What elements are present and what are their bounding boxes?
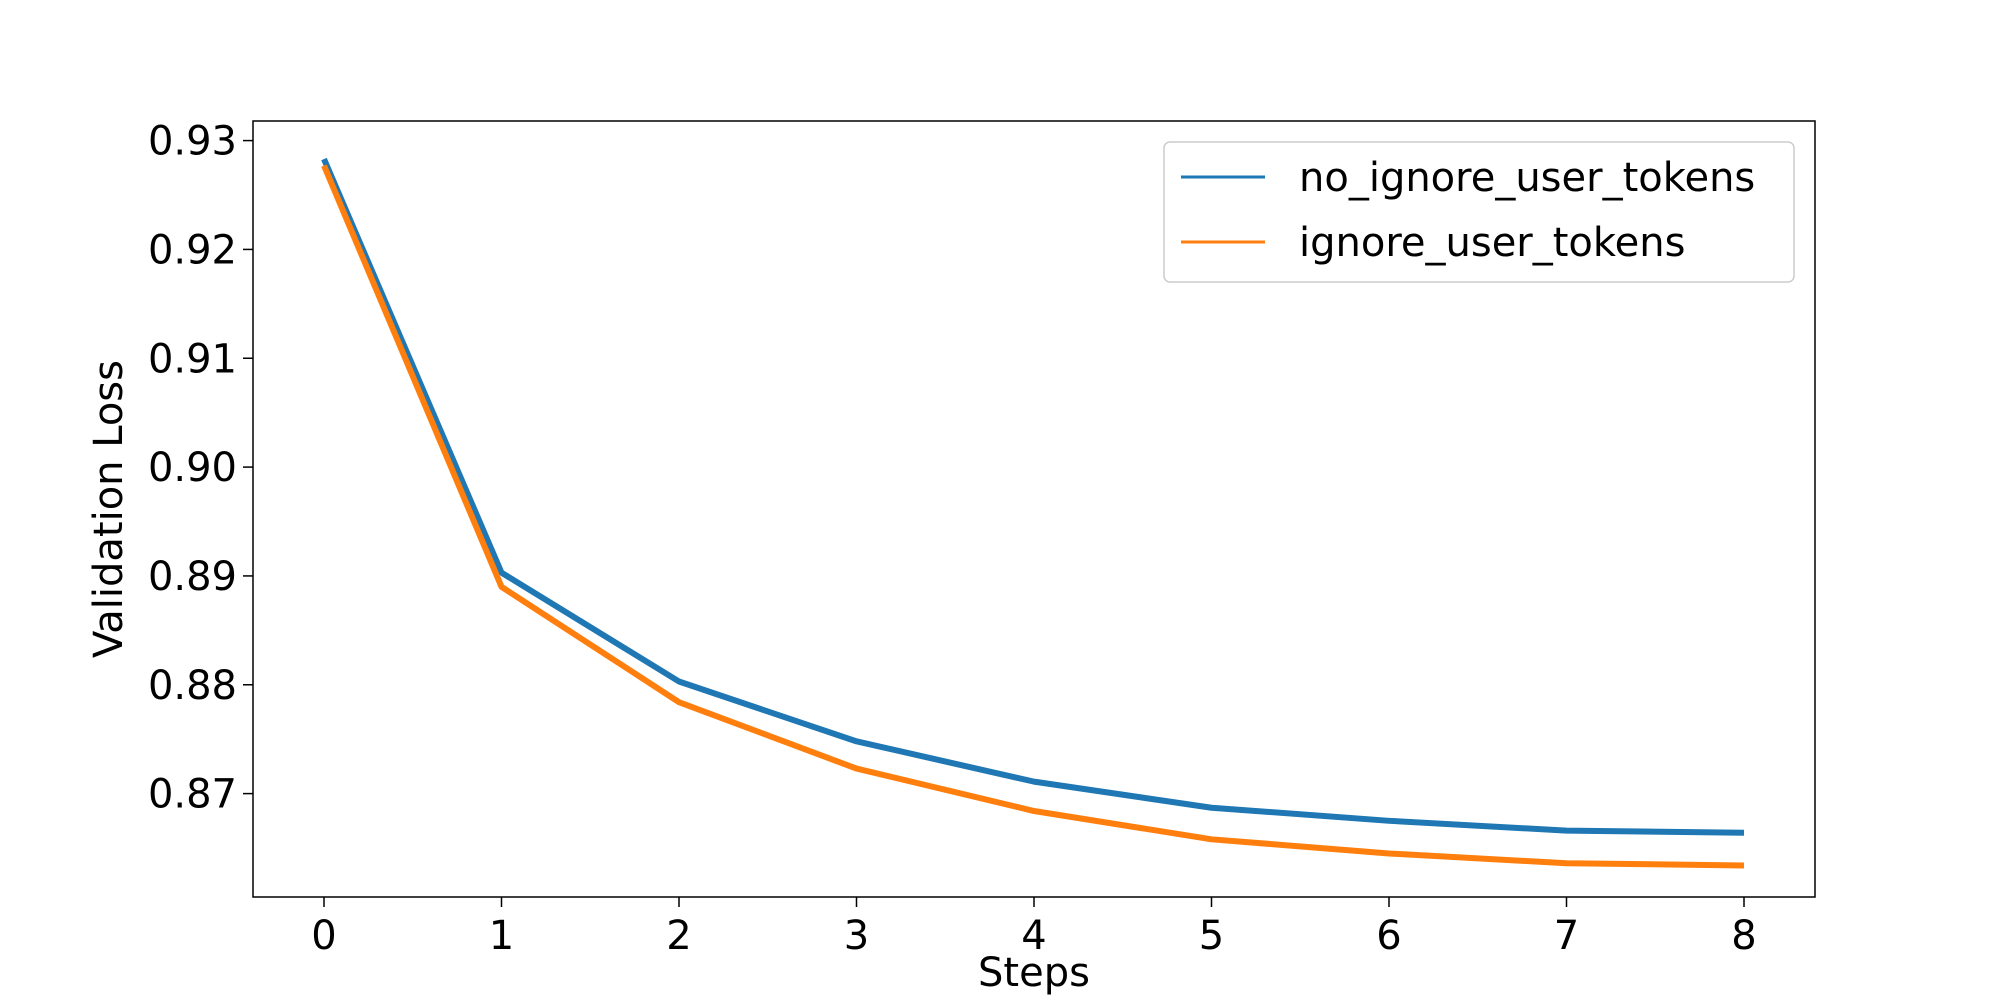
y-tick-label: 0.88 xyxy=(148,663,237,709)
y-axis-label: Validation Loss xyxy=(86,360,132,658)
y-tick-label: 0.91 xyxy=(148,336,237,382)
y-tick-label: 0.90 xyxy=(148,445,237,491)
x-axis-ticks: 0 1 2 3 4 5 6 7 8 xyxy=(311,897,1757,959)
x-tick-label: 2 xyxy=(666,913,691,959)
y-tick-label: 0.89 xyxy=(148,554,237,600)
y-axis-ticks: 0.87 0.88 0.89 0.90 0.91 0.92 0.93 xyxy=(148,119,253,818)
x-tick-label: 8 xyxy=(1731,913,1756,959)
x-tick-label: 1 xyxy=(489,913,514,959)
y-tick-label: 0.87 xyxy=(148,772,237,818)
series-line-ignore_user_tokens xyxy=(321,164,1745,869)
x-tick-label: 7 xyxy=(1554,913,1579,959)
y-tick-label: 0.92 xyxy=(148,227,237,273)
y-tick-label: 0.93 xyxy=(148,119,237,165)
legend: no_ignore_user_tokens ignore_user_tokens xyxy=(1163,141,1795,283)
series-layer xyxy=(321,157,1745,869)
legend-box xyxy=(1163,141,1795,283)
legend-label-ignore_user_tokens: ignore_user_tokens xyxy=(1299,220,1685,266)
x-tick-label: 3 xyxy=(844,913,869,959)
x-tick-label: 6 xyxy=(1376,913,1401,959)
x-tick-label: 4 xyxy=(1021,913,1046,959)
series-line-no_ignore_user_tokens xyxy=(321,157,1745,836)
x-tick-label: 5 xyxy=(1199,913,1224,959)
x-axis-label: Steps xyxy=(978,950,1090,996)
x-tick-label: 0 xyxy=(311,913,336,959)
legend-label-no_ignore_user_tokens: no_ignore_user_tokens xyxy=(1299,155,1755,201)
